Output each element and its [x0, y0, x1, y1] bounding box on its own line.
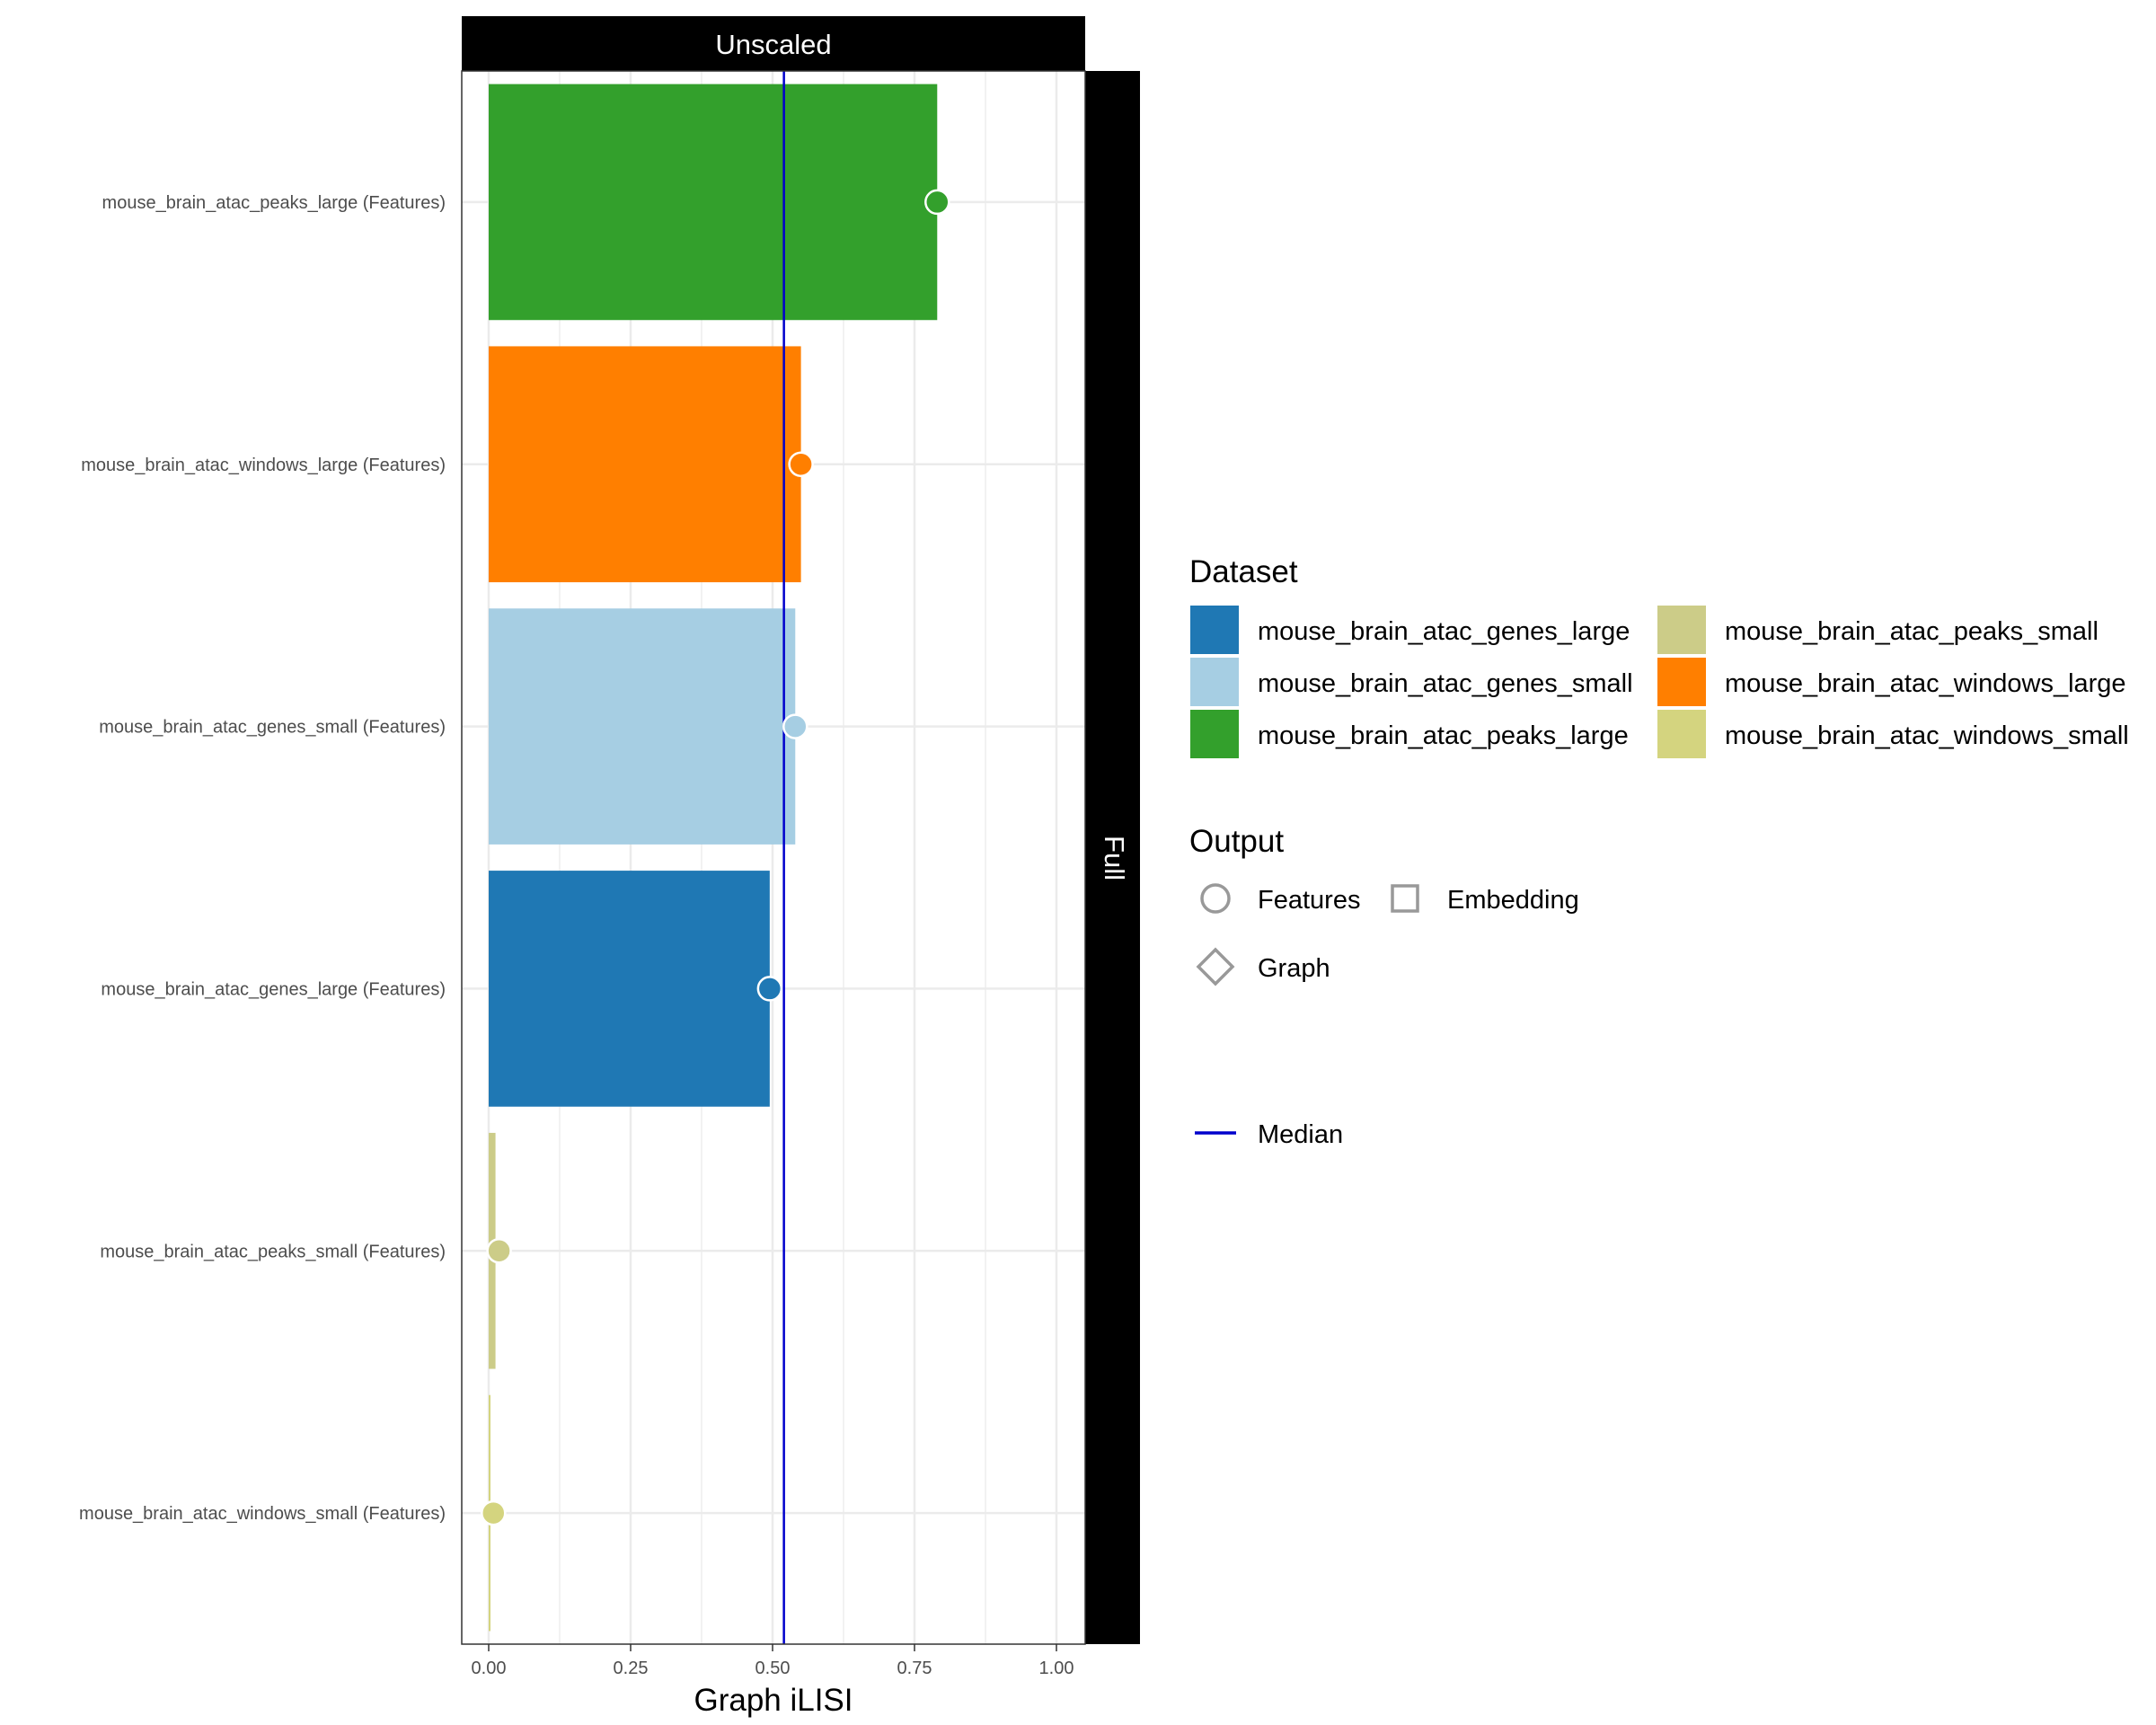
bar [489, 871, 770, 1107]
legend: Dataset mouse_brain_atac_genes_largemous… [1188, 554, 2129, 1149]
point-features [481, 1499, 507, 1526]
legend-dataset-label: mouse_brain_atac_genes_small [1258, 669, 1633, 698]
legend-swatch [1656, 656, 1708, 708]
legend-swatch [1656, 708, 1708, 760]
x-axis-title: Graph iLISI [694, 1683, 853, 1718]
facet-strip-right [1085, 71, 1140, 1644]
legend-output-graph: Graph [1258, 954, 1330, 983]
x-tick-label: 0.75 [897, 1659, 932, 1678]
facet-top-label: Unscaled [715, 29, 831, 60]
point-features [782, 713, 808, 739]
legend-dataset-label: mouse_brain_atac_windows_large [1725, 669, 2126, 698]
y-axis-label: mouse_brain_atac_genes_large (Features) [101, 979, 446, 999]
legend-swatch [1188, 604, 1241, 656]
x-tick-label: 0.25 [614, 1659, 649, 1678]
grid [462, 71, 1085, 1644]
points [481, 189, 950, 1526]
facet-strip-top [462, 16, 1085, 71]
y-axis-label: mouse_brain_atac_windows_large (Features… [81, 456, 446, 475]
legend-swatch [1188, 656, 1241, 708]
y-axis-label: mouse_brain_atac_genes_small (Features) [99, 718, 446, 738]
point-features [756, 976, 783, 1002]
point-features [788, 451, 814, 477]
legend-diamond-icon [1196, 947, 1235, 986]
legend-dataset-label: mouse_brain_atac_peaks_small [1725, 617, 2099, 646]
legend-dataset-title: Dataset [1189, 554, 1298, 589]
bar [489, 84, 938, 321]
point-features [924, 189, 950, 216]
legend-datasets: mouse_brain_atac_genes_large mouse_brain_… [1188, 604, 2129, 760]
y-axis-label: mouse_brain_atac_peaks_small (Features) [100, 1242, 446, 1261]
point-features [486, 1238, 512, 1264]
panel-border [461, 70, 1086, 1645]
x-tick-label: 1.00 [1039, 1659, 1074, 1678]
legend-square-icon [1391, 884, 1419, 913]
legend-swatch [1656, 604, 1708, 656]
y-axis-label: mouse_brain_atac_windows_small (Features… [79, 1504, 446, 1524]
legend-dataset-label: mouse_brain_atac_peaks_large [1258, 721, 1629, 750]
bars [489, 84, 938, 1632]
legend-output-title: Output [1189, 824, 1284, 859]
bar [489, 608, 796, 845]
legend-output-embedding: Embedding [1447, 886, 1579, 915]
legend-output-features: Features [1258, 886, 1360, 915]
x-tick-label: 0.50 [755, 1659, 791, 1678]
y-axis-label: mouse_brain_atac_peaks_large (Features) [102, 193, 446, 213]
legend-dataset-label: mouse_brain_atac_genes_large [1258, 617, 1630, 646]
x-axis-ticks: 0.00 0.25 0.50 0.75 1.00 [472, 1644, 1074, 1678]
facet-right-label: Full [1099, 836, 1130, 880]
legend-dataset-label: mouse_brain_atac_windows_small [1725, 721, 2129, 750]
legend-swatch [1188, 708, 1241, 760]
x-tick-label: 0.00 [472, 1659, 507, 1678]
legend-circle-icon [1200, 883, 1231, 914]
y-axis-labels: mouse_brain_atac_peaks_large (Features) m… [79, 193, 446, 1524]
bar [489, 346, 801, 583]
legend-median-label: Median [1258, 1120, 1343, 1149]
